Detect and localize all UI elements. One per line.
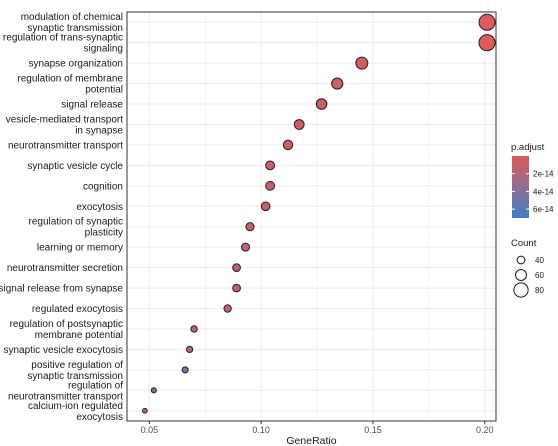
size-legend-label: 40 [535,256,544,265]
data-point [293,119,305,130]
y-tick-label: positive regulation of synaptic transmiss… [27,360,123,382]
data-point [150,387,157,394]
x-axis: 0.05 0.10 0.15 0.20 [141,421,494,435]
x-tick-label: 0.05 [141,425,159,435]
points-layer [142,13,496,414]
color-legend-bar [512,156,529,218]
y-tick-label: vesicle-mediated transport in synapse [6,114,124,136]
data-point [265,180,276,191]
data-point [245,222,255,232]
data-point [478,34,496,52]
y-tick-label: synapse organization [28,59,123,70]
data-point [181,366,189,374]
data-point [186,345,194,354]
y-tick-label: exocytosis [76,202,123,213]
color-legend: p.adjust 2e-14 4e-14 6e-14 [511,142,554,218]
color-legend-label: 2e-14 [533,170,554,179]
size-legend-label: 60 [535,271,544,280]
size-legend-key [515,269,527,281]
x-tick-label: 0.10 [252,425,270,435]
y-tick-label: neurotransmitter secretion [7,263,123,274]
y-tick-label: synaptic vesicle exocytosis [4,345,124,356]
size-legend-title: Count [511,238,537,249]
data-point [331,77,344,90]
y-tick-label: regulation of neurotransmitter transport [8,380,123,402]
y-tick-label: signal release [61,100,123,111]
y-axis-labels: modulation of chemical synaptic transmiss… [0,12,123,423]
color-legend-label: 6e-14 [533,205,554,214]
y-tick-label: learning or memory [37,243,123,254]
data-point [282,139,294,151]
y-tick-label: calcium-ion regulated exocytosis [28,401,123,423]
data-point [265,160,276,171]
size-legend: Count 40 60 80 [511,238,544,298]
data-point [241,242,251,252]
y-tick-label: cognition [83,181,123,192]
data-point [232,283,241,293]
data-point [142,407,148,414]
size-legend-label: 80 [535,286,544,295]
x-tick-label: 0.20 [476,425,494,435]
x-tick-label: 0.15 [364,425,382,435]
size-legend-key [513,282,529,298]
y-tick-label: regulation of trans-synaptic signaling [3,33,123,55]
y-tick-label: neurotransmitter transport [8,140,123,151]
y-tick-label: regulated exocytosis [32,304,123,315]
y-tick-label: regulation of synaptic plasticity [28,217,123,239]
y-tick-label: regulation of postsynaptic membrane poten… [10,319,123,341]
size-legend-key [516,255,526,265]
data-point [355,56,369,70]
data-point [232,263,241,272]
data-point [190,325,198,333]
data-point [478,13,496,31]
x-axis-title: GeneRatio [286,435,336,446]
grid-layer [127,12,496,421]
data-point [315,98,328,110]
y-tick-label: regulation of membrane potential [17,74,123,96]
panel-border [126,11,497,422]
data-point [260,201,271,212]
color-legend-label: 4e-14 [533,187,554,196]
color-legend-title: p.adjust [511,142,545,153]
y-tick-label: signal release from synapse [0,284,123,295]
y-tick-label: synaptic vesicle cycle [27,161,123,172]
y-tick-label: modulation of chemical synaptic transmiss… [21,12,123,34]
data-point [223,304,232,313]
